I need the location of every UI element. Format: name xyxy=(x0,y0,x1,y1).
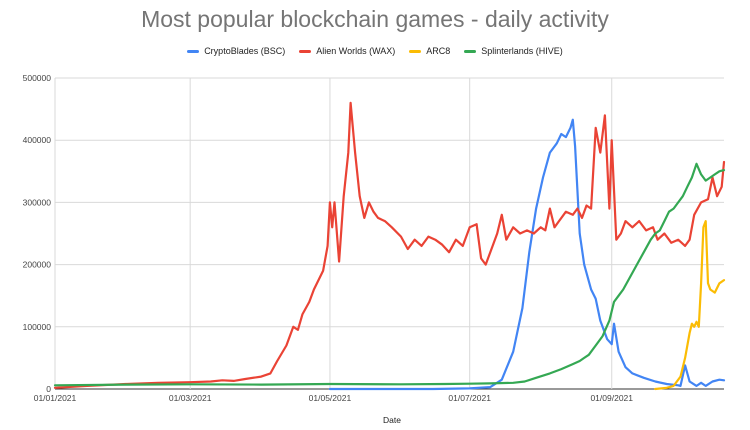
grid-layer xyxy=(54,77,724,390)
chart-title: Most popular blockchain games - daily ac… xyxy=(141,6,609,32)
legend-item-cryptoblades[interactable]: CryptoBlades (BSC) xyxy=(187,46,285,56)
x-axis-title: Date xyxy=(383,415,401,425)
x-tick-label: 01/05/2021 xyxy=(309,393,352,403)
legend-label-cryptoblades: CryptoBlades (BSC) xyxy=(204,46,286,56)
y-tick-label: 300000 xyxy=(23,197,52,207)
x-tick-label: 01/07/2021 xyxy=(448,393,491,403)
series-layer xyxy=(53,101,726,391)
x-tick-label: 01/09/2021 xyxy=(590,393,633,403)
legend-item-arc8[interactable]: ARC8 xyxy=(409,46,450,56)
series-line-2[interactable] xyxy=(654,220,726,391)
y-tick-label: 400000 xyxy=(23,135,52,145)
x-tick-label: 01/03/2021 xyxy=(169,393,212,403)
y-tick-label: 100000 xyxy=(23,322,52,332)
series-line-3[interactable] xyxy=(53,162,726,387)
y-tick-label: 500000 xyxy=(23,73,52,83)
legend-label-arc8: ARC8 xyxy=(426,46,451,56)
legend-swatch-alien-worlds xyxy=(299,49,312,53)
axis-layer: 0 100000 200000 300000 400000 500000 01/01/202… xyxy=(23,73,634,403)
legend-swatch-splinterlands xyxy=(464,49,477,53)
y-tick-label: 0 xyxy=(46,384,51,394)
x-tick-label: 01/01/2021 xyxy=(34,393,77,403)
legend-label-alien-worlds: Alien Worlds (WAX) xyxy=(316,46,396,56)
legend-swatch-cryptoblades xyxy=(187,49,200,53)
legend: CryptoBlades (BSC) Alien Worlds (WAX) AR… xyxy=(0,46,750,56)
legend-item-alien-worlds[interactable]: Alien Worlds (WAX) xyxy=(299,46,395,56)
legend-label-splinterlands: Splinterlands (HIVE) xyxy=(481,46,563,56)
series-line-0[interactable] xyxy=(328,118,726,391)
y-tick-label: 200000 xyxy=(23,260,52,270)
legend-item-splinterlands[interactable]: Splinterlands (HIVE) xyxy=(464,46,563,56)
series-line-1[interactable] xyxy=(53,101,726,389)
legend-swatch-arc8 xyxy=(409,49,422,53)
